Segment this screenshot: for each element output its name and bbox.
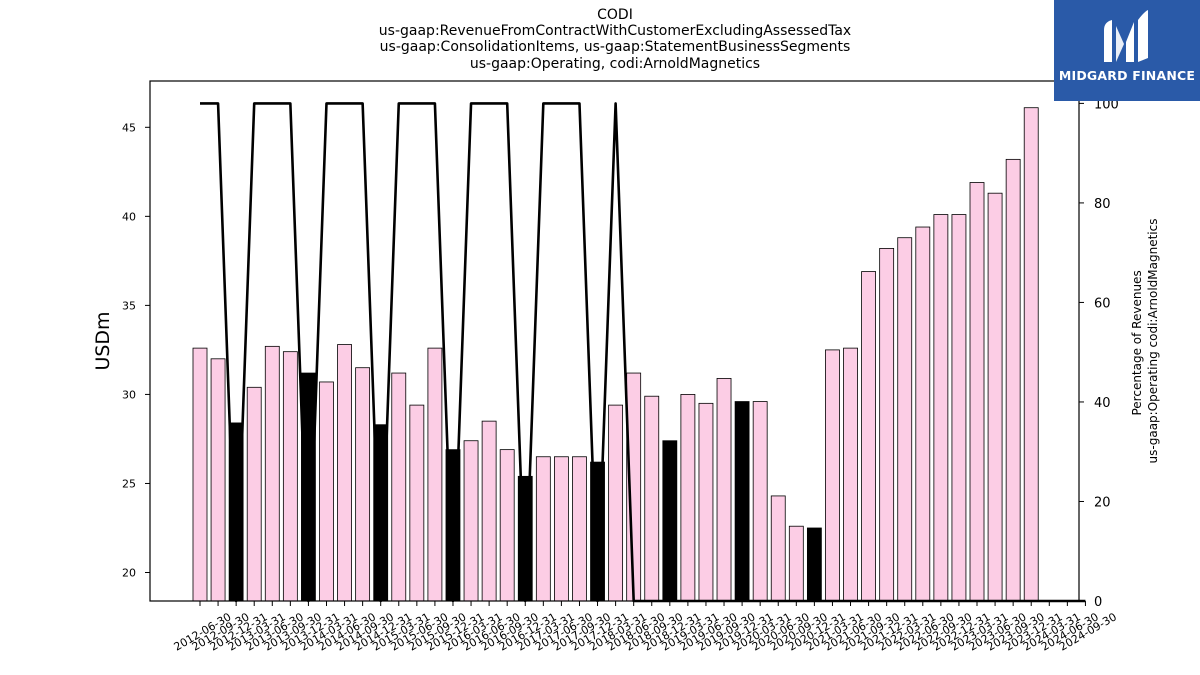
- right-y-axis: 0 20 40 60 80 100: [1079, 97, 1119, 610]
- bar: [806, 527, 822, 602]
- bar: [951, 214, 967, 602]
- bar: [319, 381, 334, 602]
- plot-frame: [149, 80, 1080, 602]
- bar: [861, 271, 876, 602]
- y-tick-label: 30: [122, 388, 136, 401]
- y-tick-label: 45: [122, 121, 136, 134]
- bar: [337, 344, 352, 602]
- right-y-tick-label: 20: [1094, 495, 1111, 510]
- bar: [264, 345, 280, 602]
- bar: [481, 420, 497, 602]
- bar: [933, 214, 949, 602]
- bar: [282, 351, 298, 602]
- bar: [752, 401, 768, 602]
- bar: [572, 456, 587, 602]
- bar: [716, 377, 732, 602]
- bar: [391, 372, 407, 602]
- bar: [915, 226, 931, 602]
- bar: [463, 440, 479, 602]
- bar: [608, 404, 624, 602]
- bar: [192, 347, 208, 602]
- brand-logo: MIDGARD FINANCE: [1054, 0, 1200, 101]
- bar: [770, 495, 786, 602]
- right-y-tick-label: 0: [1094, 595, 1102, 610]
- y-tick-label: 20: [122, 567, 136, 580]
- bar: [662, 440, 678, 602]
- right-y-axis-label-line-1: Percentage of Revenues: [1130, 270, 1144, 415]
- bar: [427, 347, 443, 602]
- midgard-logo-icon: [1104, 10, 1148, 62]
- chart-title-line: us-gaap:ConsolidationItems, us-gaap:Stat…: [379, 39, 851, 56]
- bar: [535, 456, 551, 602]
- bar: [825, 349, 840, 602]
- bar-series: [192, 107, 1039, 602]
- bar: [698, 402, 714, 602]
- chart-title-line: us-gaap:Operating, codi:ArnoldMagnetics: [469, 55, 761, 72]
- bar: [554, 456, 569, 602]
- logo-text: MIDGARD FINANCE: [1058, 68, 1196, 83]
- bar: [246, 386, 262, 602]
- bar: [734, 401, 750, 602]
- bar: [409, 404, 425, 602]
- bar: [987, 192, 1003, 602]
- right-y-axis-label-line-2: us-gaap:Operating codi:ArnoldMagnetics: [1146, 219, 1160, 464]
- bar: [1005, 158, 1021, 602]
- right-y-tick-label: 100: [1094, 97, 1119, 112]
- bar: [499, 449, 515, 602]
- bar: [969, 182, 985, 602]
- bar: [644, 395, 660, 602]
- bar: [355, 367, 371, 602]
- y-tick-label: 35: [122, 299, 136, 312]
- chart-title-line: CODI: [597, 7, 633, 23]
- y-tick-label: 40: [122, 210, 136, 223]
- bar: [1023, 107, 1039, 602]
- right-y-tick-label: 80: [1094, 197, 1111, 212]
- left-y-axis: 20 25 30 35 40 45: [122, 121, 150, 580]
- right-y-axis-label: Percentage of Revenues us-gaap:Operating…: [1130, 219, 1160, 464]
- y-tick-label: 25: [122, 477, 136, 490]
- bar: [897, 237, 913, 602]
- chart-title: CODI us-gaap:RevenueFromContractWithCust…: [0, 7, 1200, 72]
- bar: [879, 247, 895, 602]
- x-axis: 2012-06-302012-09-302012-12-312013-03-31…: [172, 601, 1119, 654]
- right-y-tick-label: 40: [1094, 396, 1111, 411]
- bar: [210, 358, 226, 602]
- bar: [788, 525, 804, 602]
- bar: [680, 394, 696, 602]
- bar: [843, 347, 858, 602]
- chart-title-line: us-gaap:RevenueFromContractWithCustomerE…: [378, 23, 852, 40]
- y-axis-label: USDm: [92, 311, 114, 370]
- right-y-tick-label: 60: [1094, 296, 1111, 311]
